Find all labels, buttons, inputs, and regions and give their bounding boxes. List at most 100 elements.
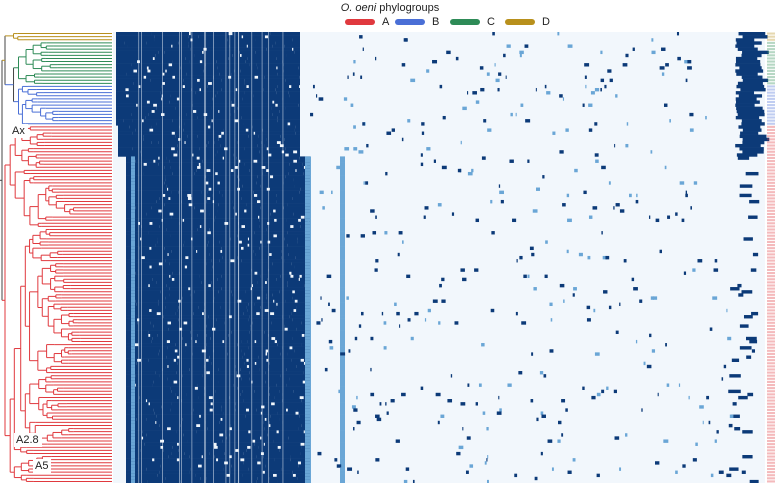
cell-block [131, 473, 135, 478]
cell-block [241, 240, 261, 244]
cell-block [305, 243, 311, 247]
cell-block [340, 339, 345, 344]
row-tag [767, 82, 775, 85]
row-tag [767, 110, 775, 113]
cell-block [736, 72, 758, 76]
cell-block [126, 411, 155, 415]
cell-block [372, 231, 377, 235]
cell-block [729, 374, 741, 378]
cell-block [237, 255, 269, 260]
row-tag [767, 449, 775, 452]
cell-block [126, 451, 172, 456]
cell-block [160, 311, 176, 316]
row-tag [767, 355, 775, 359]
cell-block [340, 377, 345, 381]
cell-block [574, 168, 578, 173]
cell-block [269, 361, 304, 366]
cell-block [229, 433, 262, 437]
cell-block [214, 131, 222, 135]
cell-block [232, 293, 267, 297]
row-tag [767, 458, 775, 461]
row-tag [767, 278, 775, 281]
cell-block [340, 262, 345, 266]
cell-block [143, 137, 179, 142]
cell-block [157, 168, 197, 173]
cell-block [276, 218, 287, 223]
cell-block [305, 305, 311, 310]
cell-block [116, 119, 124, 123]
cell-block [588, 215, 593, 219]
cell-block [340, 265, 345, 269]
cell-block [126, 371, 156, 375]
cell-block [586, 305, 591, 310]
heatmap [113, 32, 775, 483]
cell-block [499, 408, 502, 412]
cell-block [126, 414, 133, 418]
cell-block [227, 461, 244, 465]
cell-block [293, 212, 310, 216]
cell-block [305, 349, 311, 353]
cell-block [287, 243, 300, 247]
row-tag [767, 349, 775, 352]
cell-block [605, 255, 610, 260]
cell-block [410, 78, 416, 83]
cell-block [126, 442, 145, 446]
cell-block [131, 315, 135, 319]
cell-block [210, 125, 253, 129]
cell-block [255, 439, 274, 443]
cell-block [305, 221, 311, 226]
cell-block [441, 299, 446, 303]
cell-block [340, 423, 345, 428]
cell-block [340, 361, 345, 366]
cell-block [259, 150, 282, 154]
cell-block [131, 392, 135, 397]
row-tag [767, 160, 775, 163]
cell-block [305, 330, 311, 335]
cell-block [133, 81, 163, 86]
cell-block [164, 181, 206, 185]
cell-block [174, 277, 218, 282]
cell-block [266, 293, 273, 297]
cell-block [221, 408, 236, 412]
cell-block [215, 389, 243, 394]
cell-block [397, 252, 400, 257]
cell-block [124, 41, 147, 45]
cell-block [690, 206, 692, 210]
cell-block [188, 44, 230, 48]
cell-block [204, 308, 230, 313]
cell-block [249, 315, 283, 319]
cell-block [269, 221, 308, 226]
cell-block [211, 81, 245, 86]
cell-block [126, 199, 157, 204]
cell-block [305, 209, 311, 213]
cell-block [169, 262, 207, 266]
cell-block [126, 265, 150, 269]
cell-block [305, 321, 311, 325]
cell-block [157, 473, 196, 478]
cell-block [547, 439, 553, 443]
cell-block [305, 371, 311, 375]
cell-block [126, 159, 136, 163]
cell-block [340, 389, 345, 394]
row-tag [767, 296, 775, 299]
cell-block [525, 119, 531, 123]
cell-block [305, 361, 311, 366]
cell-block [128, 87, 162, 92]
cell-block [243, 122, 269, 126]
cell-block [126, 330, 149, 335]
cell-block [543, 374, 547, 378]
cell-block [223, 411, 230, 415]
cell-block [472, 91, 477, 95]
cell-block [174, 147, 200, 151]
cell-block [305, 324, 311, 328]
cell-block [126, 193, 163, 198]
cell-block [749, 199, 760, 204]
cell-block [162, 97, 177, 101]
cell-block [241, 53, 249, 58]
cell-block [305, 156, 311, 160]
row-tag [767, 393, 775, 396]
cell-block [147, 479, 181, 483]
cell-block [305, 271, 311, 275]
cell-block [182, 417, 221, 422]
cell-block [202, 59, 217, 64]
